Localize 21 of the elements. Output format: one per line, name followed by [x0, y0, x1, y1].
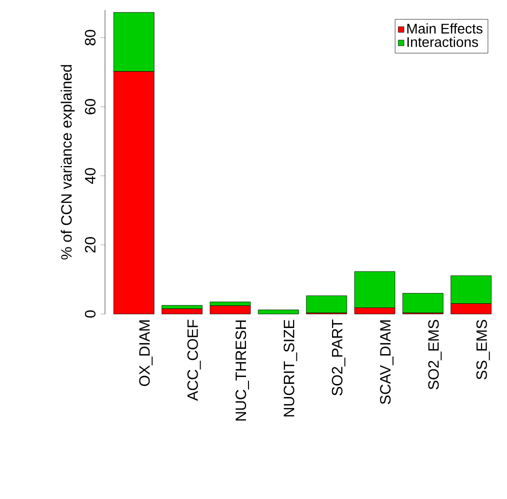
x-tick-label: OX_DIAM	[139, 320, 153, 386]
y-axis-title: % of CCN variance explained	[60, 65, 75, 260]
y-tick-label: 40	[84, 168, 96, 184]
x-tick-label: SO2_PART	[332, 320, 346, 396]
y-tick-label: 20	[84, 237, 96, 252]
bar	[258, 310, 299, 314]
x-tick-label: ACC_COEF	[187, 320, 201, 401]
y-tick-label: 60	[84, 98, 96, 114]
x-tick-label: NUC_THRESH	[236, 320, 249, 420]
x-tick-label: SCAV_DIAM	[380, 320, 394, 404]
bar	[210, 306, 251, 314]
bar	[306, 295, 348, 314]
bar	[402, 293, 444, 314]
y-tick-label: 80	[84, 30, 96, 46]
y-tick-label: 0	[84, 310, 96, 318]
legend-label: Interactions	[407, 36, 478, 48]
x-tick-label: NUCRIT_SIZE	[284, 320, 298, 416]
bar	[162, 308, 203, 314]
x-tick-label: SO2_EMS	[428, 320, 442, 390]
legend-label: Main Effects	[407, 23, 482, 34]
x-tick-label: SS_EMS	[476, 320, 490, 380]
